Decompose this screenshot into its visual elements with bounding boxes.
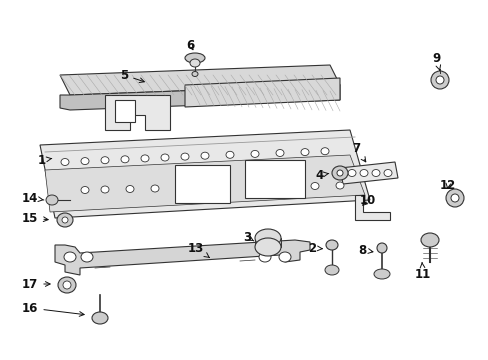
Bar xyxy=(254,238,281,247)
Text: 2: 2 xyxy=(307,242,322,255)
Text: 14: 14 xyxy=(22,192,44,204)
Ellipse shape xyxy=(190,59,200,67)
Ellipse shape xyxy=(63,281,71,289)
Polygon shape xyxy=(60,85,339,110)
Polygon shape xyxy=(60,65,339,95)
Ellipse shape xyxy=(181,153,189,160)
Ellipse shape xyxy=(254,238,281,256)
Ellipse shape xyxy=(225,151,234,158)
Text: 1: 1 xyxy=(38,153,52,166)
Text: 11: 11 xyxy=(414,263,430,282)
Ellipse shape xyxy=(81,252,93,262)
Polygon shape xyxy=(55,240,309,275)
Ellipse shape xyxy=(376,243,386,253)
Bar xyxy=(244,160,305,198)
Ellipse shape xyxy=(320,148,328,155)
Text: 12: 12 xyxy=(439,179,455,192)
Ellipse shape xyxy=(64,252,76,262)
Ellipse shape xyxy=(161,154,169,161)
Text: 13: 13 xyxy=(187,242,209,258)
Ellipse shape xyxy=(57,213,73,227)
Ellipse shape xyxy=(250,184,259,190)
Ellipse shape xyxy=(383,170,391,176)
Ellipse shape xyxy=(81,186,89,194)
Ellipse shape xyxy=(435,76,443,84)
Ellipse shape xyxy=(101,157,109,164)
Ellipse shape xyxy=(126,185,134,193)
Polygon shape xyxy=(184,78,339,107)
Text: 10: 10 xyxy=(359,194,375,207)
Ellipse shape xyxy=(275,149,284,157)
Text: 15: 15 xyxy=(22,212,48,225)
Ellipse shape xyxy=(347,170,355,176)
Ellipse shape xyxy=(151,185,159,192)
Ellipse shape xyxy=(81,158,89,165)
Ellipse shape xyxy=(201,152,208,159)
Ellipse shape xyxy=(279,252,290,262)
Text: 3: 3 xyxy=(243,230,253,243)
Text: 6: 6 xyxy=(185,39,194,51)
Polygon shape xyxy=(339,162,397,184)
Ellipse shape xyxy=(373,269,389,279)
Ellipse shape xyxy=(184,53,204,63)
Ellipse shape xyxy=(121,156,129,163)
Ellipse shape xyxy=(61,158,69,166)
Ellipse shape xyxy=(336,170,342,176)
Bar xyxy=(115,100,135,122)
Ellipse shape xyxy=(335,182,343,189)
Text: 5: 5 xyxy=(120,68,144,82)
Ellipse shape xyxy=(310,183,318,189)
Text: 7: 7 xyxy=(351,141,365,162)
Ellipse shape xyxy=(254,229,281,247)
Ellipse shape xyxy=(46,195,58,205)
Ellipse shape xyxy=(259,252,270,262)
Text: 9: 9 xyxy=(431,51,440,70)
Ellipse shape xyxy=(101,186,109,193)
Polygon shape xyxy=(354,195,389,220)
Text: 16: 16 xyxy=(22,302,84,316)
Ellipse shape xyxy=(141,155,149,162)
Ellipse shape xyxy=(62,217,68,223)
Ellipse shape xyxy=(325,240,337,250)
Ellipse shape xyxy=(281,183,288,190)
Polygon shape xyxy=(40,130,369,218)
Ellipse shape xyxy=(58,277,76,293)
Ellipse shape xyxy=(450,194,458,202)
Polygon shape xyxy=(105,95,170,130)
Ellipse shape xyxy=(325,265,338,275)
Ellipse shape xyxy=(359,170,367,176)
Ellipse shape xyxy=(216,184,224,191)
Ellipse shape xyxy=(445,189,463,207)
Text: 17: 17 xyxy=(22,278,50,291)
Ellipse shape xyxy=(331,166,347,180)
Ellipse shape xyxy=(192,72,198,77)
Ellipse shape xyxy=(430,71,448,89)
Text: 4: 4 xyxy=(314,168,328,181)
Bar xyxy=(175,165,229,203)
Ellipse shape xyxy=(301,149,308,156)
Ellipse shape xyxy=(250,150,259,157)
Ellipse shape xyxy=(420,233,438,247)
Polygon shape xyxy=(45,155,364,212)
Ellipse shape xyxy=(181,185,189,192)
Ellipse shape xyxy=(92,312,108,324)
Text: 8: 8 xyxy=(357,243,372,257)
Ellipse shape xyxy=(371,170,379,176)
